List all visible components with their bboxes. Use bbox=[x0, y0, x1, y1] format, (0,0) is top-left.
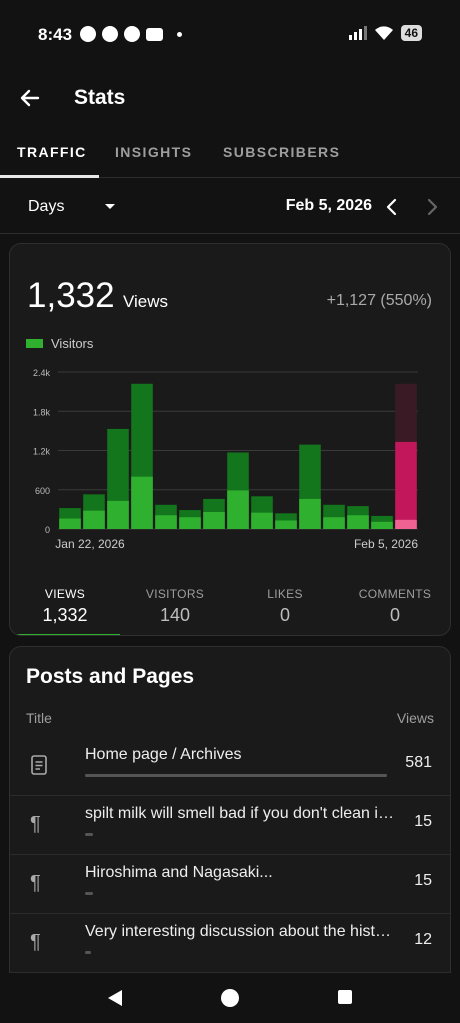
metric-label: VIEWS bbox=[44, 587, 86, 601]
app-notification-icon bbox=[102, 26, 118, 42]
next-date-icon[interactable] bbox=[424, 198, 440, 216]
youtube-notification-icon bbox=[146, 27, 163, 41]
metric-likes[interactable]: LIKES 0 bbox=[230, 587, 340, 626]
views-word: Views bbox=[123, 292, 169, 311]
wifi-icon bbox=[374, 26, 393, 40]
more-notifications-icon bbox=[177, 31, 182, 37]
visitors-bar bbox=[155, 515, 177, 529]
paragraph-icon: ¶ bbox=[30, 813, 41, 835]
signal-icon bbox=[348, 26, 367, 40]
metric-visitors[interactable]: VISITORS 140 bbox=[120, 587, 230, 626]
status-bar: 8:43 46 bbox=[0, 0, 460, 68]
active-metric-indicator bbox=[10, 634, 120, 635]
nav-recents-icon[interactable] bbox=[336, 988, 354, 1006]
period-row: Days Feb 5, 2026 bbox=[0, 180, 460, 234]
legend-swatch bbox=[26, 339, 43, 348]
post-views-bar bbox=[85, 833, 93, 836]
tab-traffic[interactable]: TRAFFIC bbox=[17, 144, 87, 160]
column-header-views: Views bbox=[396, 710, 434, 726]
y-tick-label: 1.8k bbox=[33, 407, 51, 417]
back-arrow-icon[interactable] bbox=[14, 82, 46, 114]
x-end-label: Feb 5, 2026 bbox=[354, 537, 418, 551]
post-views: 12 bbox=[414, 931, 432, 948]
post-views: 581 bbox=[405, 754, 432, 771]
post-row[interactable]: Home page / Archives 581 bbox=[10, 737, 450, 796]
metric-label: LIKES bbox=[267, 587, 303, 601]
status-time: 8:43 bbox=[38, 25, 73, 44]
x-start-label: Jan 22, 2026 bbox=[55, 537, 125, 551]
nav-back-icon[interactable] bbox=[106, 988, 124, 1008]
battery-icon: 46 bbox=[400, 25, 422, 41]
dropdown-caret-icon[interactable] bbox=[105, 204, 115, 209]
nav-home-icon[interactable] bbox=[220, 988, 240, 1008]
app-bar: Stats bbox=[0, 68, 460, 128]
visitors-bar bbox=[83, 510, 105, 529]
system-nav-bar bbox=[0, 973, 460, 1023]
metric-comments[interactable]: COMMENTS 0 bbox=[340, 587, 450, 626]
visitors-bar bbox=[371, 521, 393, 529]
post-row[interactable]: ¶ Hiroshima and Nagasaki... 15 bbox=[10, 855, 450, 914]
total-views: 1,332 bbox=[27, 276, 115, 315]
visitors-bar bbox=[347, 515, 369, 529]
chart-legend: Visitors bbox=[26, 336, 93, 351]
visitors-bar bbox=[107, 500, 129, 529]
legend-label: Visitors bbox=[51, 336, 94, 351]
views-chart[interactable]: 0 600 1.2k 1.8k 2.4k Jan 22, 2026 Feb 5, 2026 bbox=[10, 362, 450, 554]
views-bar bbox=[395, 441, 417, 529]
post-title: Very interesting discussion about the hi… bbox=[85, 923, 397, 940]
post-row[interactable]: ¶ spilt milk will smell bad if you don't… bbox=[10, 796, 450, 855]
post-views-bar bbox=[85, 774, 387, 777]
post-title: Home page / Archives bbox=[85, 746, 242, 763]
visitors-bar bbox=[59, 518, 81, 529]
posts-section-title: Posts and Pages bbox=[26, 665, 195, 688]
metric-value: 1,332 bbox=[42, 605, 88, 625]
stats-card: 1,332 Views +1,127 (550%) Visitors 0 600 1… bbox=[9, 243, 451, 636]
visitors-bar bbox=[299, 498, 321, 529]
post-title: Hiroshima and Nagasaki... bbox=[85, 864, 273, 881]
y-tick-label: 0 bbox=[45, 525, 50, 535]
period-dropdown[interactable]: Days bbox=[28, 198, 65, 215]
metric-value: 0 bbox=[279, 605, 290, 625]
metric-value: 140 bbox=[159, 605, 191, 625]
tab-insights[interactable]: INSIGHTS bbox=[115, 144, 193, 160]
system-icons: 46 bbox=[348, 25, 422, 41]
post-views: 15 bbox=[414, 813, 432, 830]
y-tick-label: 1.2k bbox=[33, 447, 51, 457]
slack-notification-icon bbox=[124, 26, 140, 42]
tab-bar: TRAFFIC INSIGHTS SUBSCRIBERS bbox=[0, 128, 460, 178]
metrics-row: VIEWS 1,332 VISITORS 140 LIKES 0 COMMENT… bbox=[10, 581, 450, 635]
metric-views[interactable]: VIEWS 1,332 bbox=[10, 587, 120, 626]
notification-icons bbox=[80, 26, 182, 42]
post-views-bar bbox=[85, 951, 91, 954]
active-tab-indicator bbox=[0, 175, 99, 178]
visitors-bar bbox=[179, 517, 201, 529]
post-views-bar bbox=[85, 892, 93, 895]
post-views: 15 bbox=[414, 872, 432, 889]
tab-subscribers[interactable]: SUBSCRIBERS bbox=[223, 144, 341, 160]
visitors-bar bbox=[131, 476, 153, 529]
views-delta: +1,127 (550%) bbox=[326, 292, 432, 309]
visitors-bar bbox=[227, 490, 249, 529]
chat-notification-icon bbox=[80, 26, 96, 42]
column-header-title: Title bbox=[26, 710, 52, 726]
page-title: Stats bbox=[74, 86, 126, 109]
posts-card: Posts and Pages Title Views Home page / … bbox=[9, 646, 451, 986]
metric-value: 0 bbox=[389, 605, 400, 625]
paragraph-icon: ¶ bbox=[30, 872, 41, 894]
visitors-bar bbox=[275, 520, 297, 529]
y-tick-label: 2.4k bbox=[33, 368, 51, 378]
metric-label: VISITORS bbox=[145, 587, 205, 601]
post-row[interactable]: ¶ Very interesting discussion about the … bbox=[10, 914, 450, 973]
y-tick-label: 600 bbox=[35, 486, 50, 496]
visitors-bar bbox=[395, 519, 417, 529]
paragraph-icon: ¶ bbox=[30, 931, 41, 953]
visitors-bar bbox=[203, 511, 225, 529]
post-title: spilt milk will smell bad if you don't c… bbox=[85, 805, 397, 822]
previous-date-icon[interactable] bbox=[384, 198, 400, 216]
page-icon bbox=[31, 755, 47, 775]
date-label: Feb 5, 2026 bbox=[285, 197, 372, 214]
visitors-bar bbox=[323, 517, 345, 529]
visitors-bar bbox=[251, 512, 273, 529]
metric-label: COMMENTS bbox=[358, 587, 432, 601]
